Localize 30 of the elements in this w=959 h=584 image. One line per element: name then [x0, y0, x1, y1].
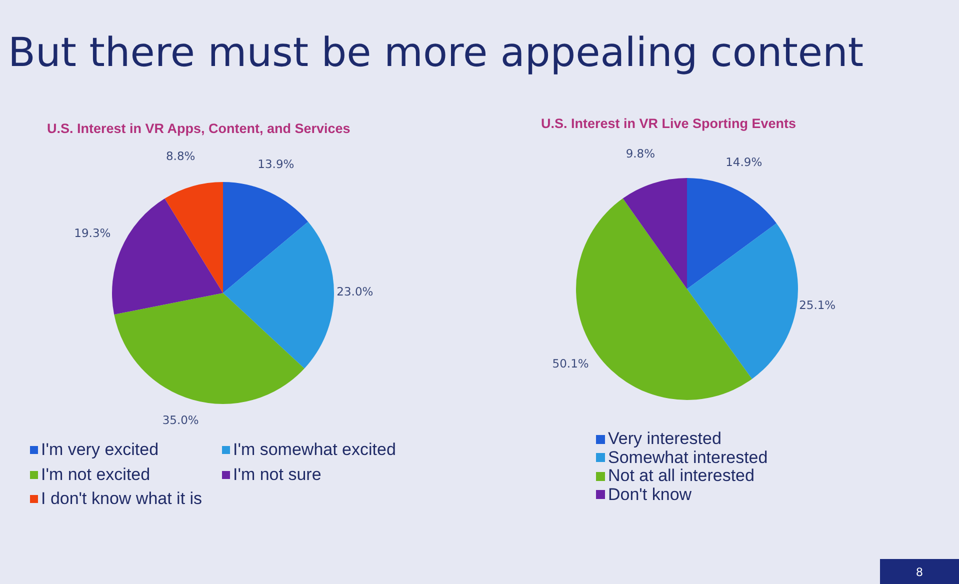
pie-slice — [114, 293, 304, 404]
pie-slice — [164, 182, 223, 293]
legend-label: I'm somewhat excited — [233, 439, 396, 461]
data-label: 19.3% — [74, 226, 111, 240]
pie-slice — [223, 182, 308, 293]
data-label: 35.0% — [162, 412, 199, 427]
data-label: 13.9% — [258, 156, 294, 171]
legend-label: I'm not sure — [233, 464, 322, 486]
pie-slice — [687, 223, 798, 379]
legend-label: I'm very excited — [41, 439, 159, 461]
pie-slice — [223, 222, 334, 368]
pie-slice — [687, 178, 776, 289]
data-label: 8.8% — [166, 149, 196, 164]
chart-title: U.S. Interest in VR Apps, Content, and Services — [47, 121, 350, 136]
pie-slice — [622, 178, 687, 289]
legend-label: I'm not excited — [41, 464, 150, 486]
pie-slice — [112, 198, 223, 314]
text: But there must be more appealing content — [8, 30, 864, 76]
data-label: 50.1% — [552, 356, 589, 371]
data-label: 25.1% — [799, 298, 836, 312]
legend-label: Very interested — [608, 429, 722, 448]
legend-label: Somewhat interested — [608, 448, 768, 467]
text: 8 — [880, 559, 959, 584]
chart-title: U.S. Interest in VR Live Sporting Events — [541, 116, 796, 131]
legend-label: I don't know what it is — [41, 488, 202, 510]
data-label: 14.9% — [726, 154, 762, 169]
data-label: 23.0% — [336, 284, 374, 298]
legend-label: Don't know — [608, 484, 692, 504]
data-label: 9.8% — [626, 146, 656, 160]
legend-label: Not at all interested — [608, 466, 754, 486]
